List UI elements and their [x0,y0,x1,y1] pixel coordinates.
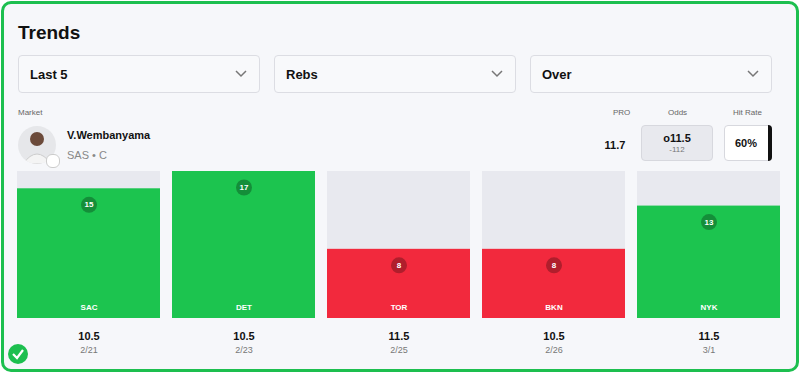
html-text:Last 5: Last 5 [30,67,68,82]
html-text:Odds: Odds [668,108,688,117]
svg-text:TOR: TOR [391,303,408,312]
html-text:Rebs: Rebs [286,67,318,82]
html-text:SAS • C: SAS • C [67,149,107,161]
html-text:Over: Over [542,67,572,82]
html-text:Trends: Trends [18,22,81,43]
svg-text:2/21: 2/21 [80,345,98,355]
html-text:V.Wembanyama: V.Wembanyama [67,129,151,141]
svg-text:NYK: NYK [701,303,718,312]
svg-text:8: 8 [397,261,402,270]
svg-text:10.5: 10.5 [543,330,564,342]
html-text:11.7: 11.7 [604,139,626,151]
svg-text:BKN: BKN [545,303,563,312]
svg-text:3/1: 3/1 [703,345,716,355]
html-text:Market: Market [18,108,43,117]
svg-text:SAC: SAC [81,303,98,312]
svg-text:DET: DET [236,303,252,312]
html-text:60%: 60% [735,137,757,149]
svg-text:8: 8 [552,261,557,270]
svg-text:11.5: 11.5 [699,330,720,342]
html-text:o11.5: o11.5 [663,132,691,144]
html-text:PRO: PRO [613,108,631,117]
svg-text:15: 15 [85,200,94,209]
html-text:Hit Rate: Hit Rate [733,108,762,117]
svg-text:2/25: 2/25 [390,345,408,355]
svg-text:10.5: 10.5 [78,330,99,342]
svg-text:10.5: 10.5 [233,330,254,342]
svg-text:2/26: 2/26 [545,345,563,355]
svg-text:2/23: 2/23 [235,345,253,355]
svg-text:11.5: 11.5 [389,330,410,342]
html-text:-112: -112 [669,145,685,154]
svg-text:13: 13 [705,218,714,227]
svg-text:17: 17 [240,183,249,192]
